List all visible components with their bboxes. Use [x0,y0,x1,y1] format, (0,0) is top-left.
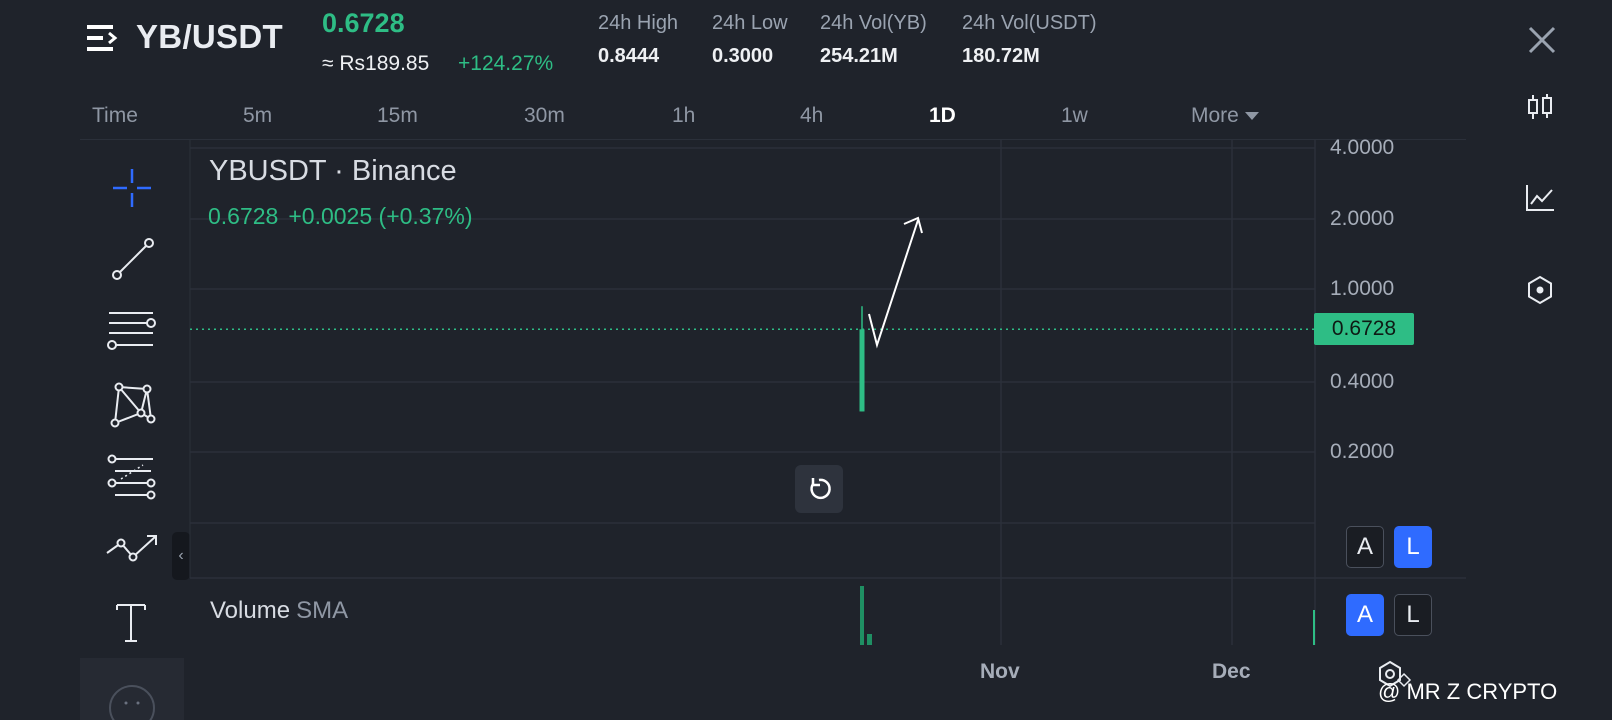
volume-bar [1313,610,1315,645]
tab-4h[interactable]: 4h [800,104,824,127]
x-tick-label: Dec [1212,660,1251,683]
tab-1d[interactable]: 1D [929,104,956,127]
tab-more[interactable]: More [1191,104,1259,128]
collapse-toolbar-button[interactable]: ‹ [172,532,190,580]
chart-legend: 0.6728 +0.0025 (+0.37%) [208,203,483,230]
log-scale-toggle-upper[interactable]: L [1394,526,1432,568]
more-tools-panel[interactable] [80,658,184,720]
stat-value: 0.3000 [712,45,774,67]
trend-line-icon [112,238,154,280]
last-price: 0.6728 [322,8,405,38]
volume-label: Volume SMA [210,597,348,625]
stat-value: 0.8444 [598,45,660,67]
current-price-tag: 0.6728 [1314,313,1414,345]
volume-sma-label: SMA [296,597,349,624]
approx-local-price: ≈ Rs189.85 [322,52,430,75]
volume-bar [867,634,872,645]
y-tick-label: 2.0000 [1330,207,1395,230]
tab-15m[interactable]: 15m [377,104,418,127]
chevron-left-icon: ‹ [178,547,184,564]
horizontal-lines-tool[interactable] [104,304,160,360]
chevron-down-icon [1244,112,1259,121]
stat-24h-low: 24h Low 0.3000 [712,12,788,68]
text-tool[interactable] [104,594,160,650]
close-icon[interactable] [1524,22,1560,58]
chart-type-button[interactable] [1520,87,1560,127]
tab-1w[interactable]: 1w [1061,104,1088,127]
pair-title[interactable]: YB/USDT [136,18,283,55]
reset-chart-button[interactable] [795,465,843,513]
stat-label: 24h Low [712,12,788,34]
volume-title: Volume [210,597,291,624]
stat-24h-vol-quote: 24h Vol(USDT) 180.72M [962,12,1097,68]
stat-label: 24h High [598,12,679,34]
stat-value: 254.21M [820,45,898,67]
auto-scale-toggle-upper[interactable]: A [1346,526,1384,568]
tab-30m[interactable]: 30m [524,104,565,127]
indicator-icon [1528,275,1552,305]
horizontal-lines-icon [107,312,156,350]
text-icon [116,604,146,642]
menu-icon[interactable] [87,23,121,53]
timeframe-bar: Time 5m 15m 30m 1h 4h 1D 1w More [80,96,1466,140]
tab-5m[interactable]: 5m [243,104,273,127]
pattern-tool[interactable] [104,376,160,432]
indicators-button[interactable] [1520,178,1560,218]
stat-value: 180.72M [962,45,1040,67]
stat-24h-high: 24h High 0.8444 [598,12,678,68]
y-tick-label: 1.0000 [1330,277,1395,300]
y-tick-label: 4.0000 [1330,136,1395,159]
grid [189,140,1466,645]
path-tool[interactable] [104,522,160,578]
candle-body [859,329,865,412]
x-tick-label: Nov [980,660,1020,683]
log-scale-toggle-lower[interactable]: L [1394,594,1432,636]
refresh-icon [810,478,831,500]
auto-scale-toggle-lower[interactable]: A [1346,594,1384,636]
candles [859,306,865,412]
crosshair-tool[interactable] [104,160,160,216]
fib-icon [107,454,156,500]
more-tools-icon [109,685,155,720]
watermark-text: @ MR Z CRYPTO [1378,679,1558,704]
settings-button[interactable] [1520,270,1560,310]
stat-label: 24h Vol(YB) [820,12,927,34]
path-icon [106,535,157,562]
legend-change: +0.0025 (+0.37%) [288,203,473,229]
stat-24h-vol-base: 24h Vol(YB) 254.21M [820,12,927,68]
chart-title: YBUSDT · Binance [209,155,457,187]
arrow-drawing [868,216,923,349]
crosshair-icon [113,169,151,207]
tab-time[interactable]: Time [92,104,138,127]
fib-tool[interactable] [104,450,160,506]
trend-line-tool[interactable] [104,232,160,288]
candlestick-chart-icon [1528,94,1552,119]
line-chart-icon [1526,185,1554,211]
pattern-icon [110,382,156,428]
watermark-logo-icon [1379,660,1412,688]
legend-price: 0.6728 [208,203,279,229]
header: YB/USDT 0.6728 ≈ Rs189.85 +124.27% 24h H… [0,0,1612,100]
volume-bars [860,586,1315,645]
change-percent: +124.27% [458,52,554,75]
stat-label: 24h Vol(USDT) [962,12,1097,34]
y-tick-label: 0.2000 [1330,440,1395,463]
more-label: More [1191,104,1239,127]
y-tick-label: 0.4000 [1330,370,1395,393]
tab-1h[interactable]: 1h [672,104,696,127]
volume-bar [860,586,864,645]
